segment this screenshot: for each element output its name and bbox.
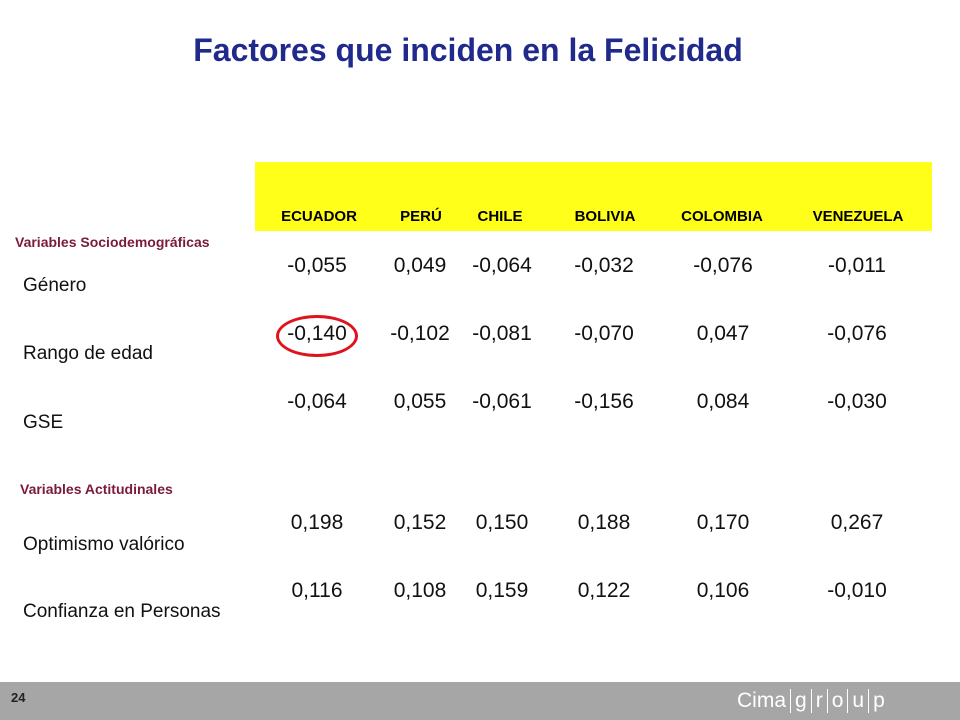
logo-divider	[826, 689, 828, 713]
page-title: Factores que inciden en la Felicidad	[193, 32, 743, 68]
logo-letter: r	[815, 689, 823, 712]
cima-group-logo: Cima g r o u p	[737, 688, 889, 714]
section-label-attitudinal: Variables Actitudinales	[20, 481, 173, 497]
logo-divider	[790, 689, 792, 713]
logo-letter: p	[873, 689, 885, 712]
table-cell: -0,102	[390, 322, 450, 345]
table-cell: -0,030	[827, 390, 887, 413]
table-header-band	[255, 162, 932, 231]
column-header-ecuador: ECUADOR	[281, 208, 357, 225]
row-label-genero: Género	[23, 275, 87, 296]
table-cell: -0,156	[574, 390, 634, 413]
table-cell: 0,198	[290, 511, 344, 534]
table-cell: 0,108	[393, 579, 447, 602]
row-label-optimismo-valorico: Optimismo valórico	[23, 534, 185, 555]
table-cell: 0,116	[291, 579, 343, 602]
table-cell: -0,010	[827, 579, 887, 602]
table-cell: -0,064	[287, 390, 347, 413]
table-cell: 0,122	[577, 579, 631, 602]
table-cell: 0,049	[393, 254, 447, 277]
logo-letter: u	[852, 689, 865, 712]
logo-brand-text: Cima	[737, 689, 787, 712]
table-cell: 0,267	[830, 511, 884, 534]
table-cell: -0,032	[574, 254, 634, 277]
table-cell: -0,081	[472, 322, 532, 345]
logo-divider	[847, 689, 849, 713]
footer-bar	[0, 682, 960, 720]
highlight-circle	[276, 315, 358, 357]
section-label-sociodemographic: Variables Sociodemográficas	[15, 234, 210, 250]
table-cell: -0,076	[693, 254, 753, 277]
row-label-rango-de-edad: Rango de edad	[23, 343, 153, 364]
row-label-gse: GSE	[23, 412, 64, 433]
column-header-chile: CHILE	[477, 208, 523, 225]
table-cell: 0,159	[475, 579, 529, 602]
column-header-venezuela: VENEZUELA	[812, 208, 904, 225]
table-cell: -0,064	[472, 254, 532, 277]
table-cell: 0,084	[696, 390, 750, 413]
table-cell: 0,047	[696, 322, 750, 345]
table-cell: 0,170	[696, 511, 750, 534]
table-cell: -0,070	[574, 322, 634, 345]
logo-letter: o	[831, 689, 844, 712]
table-cell: -0,011	[828, 254, 886, 277]
table-cell: 0,152	[393, 511, 447, 534]
table-cell: 0,106	[696, 579, 750, 602]
logo-divider	[868, 689, 870, 713]
table-cell: -0,061	[472, 390, 532, 413]
column-header-peru: PERÚ	[400, 208, 442, 225]
logo-divider	[810, 689, 812, 713]
table-cell: 0,188	[577, 511, 631, 534]
logo-letter: g	[795, 689, 807, 712]
table-cell: -0,076	[827, 322, 887, 345]
page-number: 24	[11, 690, 26, 705]
table-cell: 0,055	[393, 390, 447, 413]
column-header-colombia: COLOMBIA	[681, 208, 763, 225]
column-header-bolivia: BOLIVIA	[574, 208, 636, 225]
row-label-confianza-en-personas: Confianza en Personas	[23, 601, 221, 622]
table-cell: -0,055	[287, 254, 347, 277]
table-cell: 0,150	[475, 511, 529, 534]
table-cell-highlighted: -0,140	[287, 322, 347, 345]
